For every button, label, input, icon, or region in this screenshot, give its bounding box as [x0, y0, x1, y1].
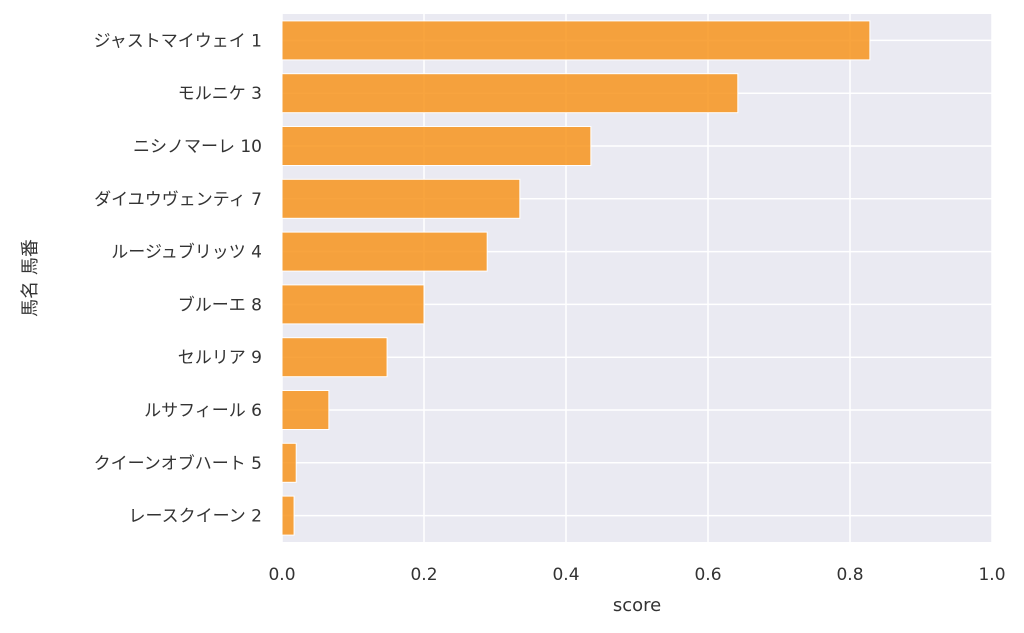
bar [281, 337, 388, 378]
y-tick-label: ダイユウヴェンティ 7 [94, 190, 262, 210]
bar [281, 495, 295, 536]
y-tick-label: ルサフィール 6 [144, 401, 262, 421]
bar [281, 178, 521, 219]
x-axis-label: score [613, 595, 661, 616]
y-tick-label: レースクイーン 2 [128, 507, 262, 527]
y-axis-label: 馬名 馬番 [20, 239, 41, 317]
bar [281, 73, 739, 114]
bar [281, 442, 297, 483]
y-tick-label: モルニケ 3 [178, 84, 262, 104]
bar [281, 20, 871, 61]
y-tick-label: ジャストマイウェイ 1 [94, 31, 262, 51]
y-tick-label: ブルーエ 8 [178, 294, 262, 315]
y-tick-label: ニシノマーレ 10 [133, 137, 262, 157]
bar [281, 284, 425, 325]
bar [281, 231, 488, 272]
y-tick-label: セルリア 9 [178, 348, 262, 368]
x-tick-label: 1.0 [978, 565, 1005, 585]
y-tick-label: クイーンオブハート 5 [94, 453, 262, 474]
bar [281, 390, 330, 430]
x-tick-label: 0.6 [694, 565, 721, 585]
x-tick-label: 0.4 [552, 565, 579, 585]
x-tick-label: 0.0 [268, 565, 295, 585]
y-tick-label: ルージュブリッツ 4 [111, 242, 262, 263]
x-tick-label: 0.2 [410, 565, 437, 585]
x-tick-label: 0.8 [836, 565, 863, 585]
bar [281, 126, 592, 166]
